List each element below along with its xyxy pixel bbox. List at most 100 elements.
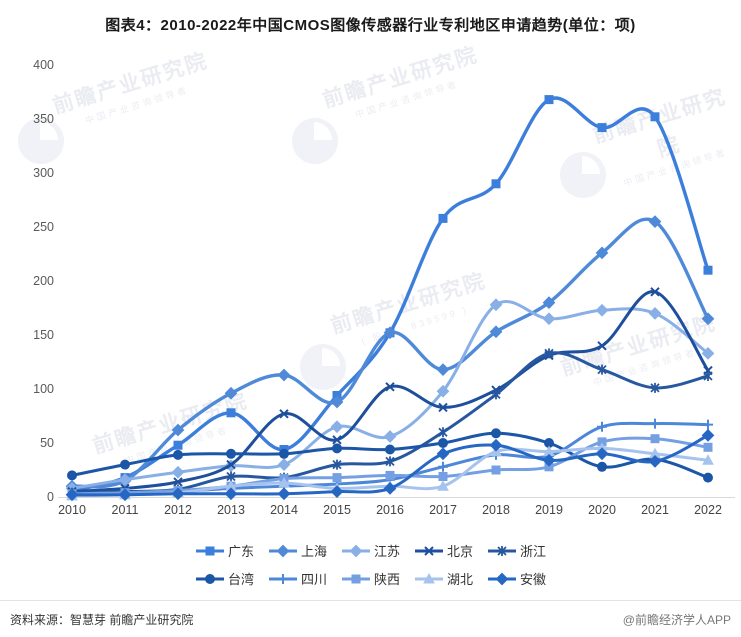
data-point-marker xyxy=(491,428,501,439)
data-point-marker xyxy=(205,546,215,555)
data-point-marker xyxy=(118,488,132,502)
y-tick-label: 300 xyxy=(33,166,54,180)
legend-item-浙江: 浙江 xyxy=(487,541,546,560)
data-point-marker xyxy=(703,265,713,275)
legend-marker-circle-icon xyxy=(195,573,224,584)
legend-marker-diamond-icon xyxy=(341,544,370,557)
chart-legend-row-1: 广东 上海 江苏 北京 浙江 xyxy=(0,541,741,560)
data-point-marker xyxy=(491,179,501,189)
data-point-marker xyxy=(383,430,397,443)
data-point-marker xyxy=(277,458,291,471)
line-chart-canvas: 0 50 100 150 200 250 300 350 400 2010 2011 2012 2013… xyxy=(33,58,735,517)
y-tick-label: 150 xyxy=(33,328,54,342)
chart-legend-row-2: 台湾 四川 陕西 湖北 安徽 xyxy=(0,569,741,588)
x-tick-label: 2011 xyxy=(112,503,139,517)
data-point-marker xyxy=(226,459,236,470)
data-point-marker xyxy=(436,363,450,376)
chart-title: 图表4：2010-2022年中国CMOS图像传感器行业专利地区申请趋势(单位：项… xyxy=(105,17,636,34)
legend-marker-diamond-icon xyxy=(488,572,517,585)
data-point-marker xyxy=(703,371,713,381)
data-point-marker xyxy=(701,312,715,326)
data-point-marker xyxy=(171,487,185,501)
data-point-marker xyxy=(351,574,361,583)
legend-label: 广东 xyxy=(227,544,254,559)
data-point-marker xyxy=(424,545,434,556)
data-point-marker xyxy=(542,296,556,309)
data-point-marker xyxy=(332,473,342,483)
legend-item-北京: 北京 xyxy=(414,541,473,560)
data-point-marker xyxy=(701,429,715,442)
legend-label: 江苏 xyxy=(373,544,400,559)
series-安徽 xyxy=(65,429,715,502)
data-point-marker xyxy=(276,544,290,557)
data-point-marker xyxy=(489,438,503,452)
data-point-marker xyxy=(226,408,236,418)
data-point-marker xyxy=(438,213,448,223)
data-point-marker xyxy=(171,423,185,437)
y-tick-label: 400 xyxy=(33,58,54,72)
data-point-marker xyxy=(437,480,449,491)
legend-label: 台湾 xyxy=(227,572,254,587)
data-point-marker xyxy=(332,435,342,445)
legend-marker-square-icon xyxy=(195,546,224,555)
data-point-marker xyxy=(597,364,607,375)
data-point-marker xyxy=(65,488,79,502)
data-point-marker xyxy=(650,418,660,429)
x-tick-label: 2018 xyxy=(482,503,510,517)
data-point-marker xyxy=(173,449,183,460)
legend-label: 安徽 xyxy=(520,572,547,587)
legend-marker-asterisk-icon xyxy=(488,545,517,556)
legend-item-安徽: 安徽 xyxy=(487,569,546,588)
data-point-marker xyxy=(650,287,660,297)
legend-item-陕西: 陕西 xyxy=(341,569,400,588)
data-point-marker xyxy=(173,440,183,450)
data-point-marker xyxy=(438,472,448,481)
data-point-marker xyxy=(438,427,448,438)
data-point-marker xyxy=(648,307,662,320)
data-point-marker xyxy=(544,95,554,105)
data-point-marker xyxy=(497,545,507,556)
data-point-marker xyxy=(279,448,289,459)
data-point-marker xyxy=(332,459,342,470)
data-point-marker xyxy=(702,454,714,465)
x-tick-label: 2021 xyxy=(641,503,669,517)
data-point-marker xyxy=(120,459,130,470)
data-point-marker xyxy=(650,382,660,393)
legend-item-台湾: 台湾 xyxy=(195,569,254,588)
data-point-marker xyxy=(648,455,662,468)
y-tick-label: 100 xyxy=(33,382,54,396)
data-point-marker xyxy=(171,465,185,479)
legend-label: 湖北 xyxy=(447,572,474,587)
legend-item-广东: 广东 xyxy=(195,541,254,560)
data-point-marker xyxy=(173,477,183,487)
x-tick-label: 2010 xyxy=(58,503,86,517)
x-tick-label: 2020 xyxy=(588,503,616,517)
data-point-marker xyxy=(495,572,509,585)
data-point-marker xyxy=(491,389,501,400)
data-point-marker xyxy=(278,476,290,488)
y-tick-label: 250 xyxy=(33,220,54,234)
data-point-marker xyxy=(332,443,342,454)
x-tick-label: 2012 xyxy=(164,503,192,517)
data-point-marker xyxy=(118,473,132,487)
data-point-marker xyxy=(385,382,395,392)
data-point-marker xyxy=(330,485,344,498)
data-point-marker xyxy=(385,444,395,455)
data-point-marker xyxy=(438,402,448,413)
data-point-marker xyxy=(438,438,448,448)
y-tick-label: 200 xyxy=(33,274,54,288)
data-point-marker xyxy=(595,303,609,317)
data-point-marker xyxy=(595,447,609,461)
legend-item-湖北: 湖北 xyxy=(414,569,473,588)
data-point-marker xyxy=(349,544,363,557)
data-point-marker xyxy=(597,461,607,472)
legend-marker-x-icon xyxy=(415,545,443,556)
data-point-marker xyxy=(204,573,215,584)
data-point-marker xyxy=(597,421,607,432)
data-point-marker xyxy=(436,447,450,461)
data-point-marker xyxy=(224,487,238,501)
x-tick-label: 2022 xyxy=(694,503,722,517)
data-point-marker xyxy=(436,384,450,398)
data-point-marker xyxy=(277,487,291,501)
data-point-marker xyxy=(226,471,236,482)
